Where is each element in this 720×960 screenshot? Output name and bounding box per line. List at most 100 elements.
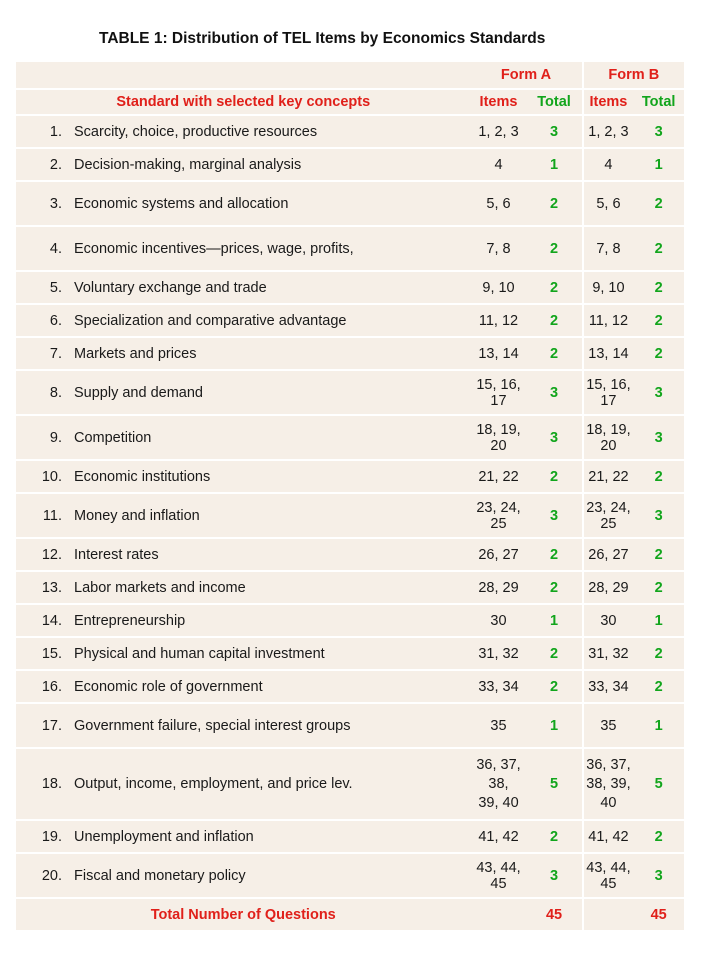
standard-cell: 15. Physical and human capital investment <box>16 637 471 671</box>
total-a-cell: 2 <box>526 337 583 371</box>
total-b-cell: 2 <box>633 670 684 704</box>
total-b-header: Total <box>633 89 684 116</box>
standard-number: 14. <box>41 612 62 629</box>
standard-label: Government failure, special interest gro… <box>74 717 351 734</box>
total-b-cell: 3 <box>633 115 684 149</box>
items-a-cell: 4 <box>470 148 527 182</box>
standard-label: Economic role of government <box>74 678 263 695</box>
items-b-cell: 31, 32 <box>581 637 634 671</box>
items-b-cell: 33, 34 <box>581 670 634 704</box>
items-a-cell: 13, 14 <box>470 337 527 371</box>
standard-cell: 9. Competition <box>16 415 471 461</box>
standard-label: Decision-making, marginal analysis <box>74 156 302 173</box>
total-b-cell: 3 <box>633 415 684 461</box>
items-a-cell: 30 <box>470 604 527 638</box>
items-a-cell: 28, 29 <box>470 571 527 605</box>
items-b-cell: 9, 10 <box>581 271 634 305</box>
standard-number: 6. <box>49 312 62 329</box>
items-b-cell: 26, 27 <box>581 538 634 572</box>
table-row: 11. Money and inflation 23, 24, 25 3 23, 24,… <box>16 493 684 539</box>
table-row: 15. Physical and human capital investment… <box>16 637 684 671</box>
standard-cell: 4. Economic incentives—prices, wage, prof… <box>16 226 471 272</box>
total-b-cell: 2 <box>633 226 684 272</box>
standard-label: Economic systems and allocation <box>74 195 289 212</box>
standard-label: Markets and prices <box>74 345 197 362</box>
table-row: 4. Economic incentives—prices, wage, prof… <box>16 226 684 272</box>
items-a-cell: 41, 42 <box>470 820 527 854</box>
standard-cell: 5. Voluntary exchange and trade <box>16 271 471 305</box>
items-b-cell: 28, 29 <box>581 571 634 605</box>
total-a-cell: 3 <box>526 493 583 539</box>
total-b-cell: 1 <box>633 703 684 749</box>
total-b-cell: 2 <box>633 460 684 494</box>
standard-number: 18. <box>41 776 62 792</box>
total-b-cell: 1 <box>633 148 684 182</box>
total-a-cell: 1 <box>526 703 583 749</box>
items-a-cell: 43, 44, 45 <box>470 853 527 899</box>
items-a-cell: 26, 27 <box>470 538 527 572</box>
standard-number: 2. <box>49 156 62 173</box>
standard-label: Economic incentives—prices, wage, profit… <box>74 240 354 257</box>
table-row: 1. Scarcity, choice, productive resources… <box>16 115 684 149</box>
distribution-table: Form A Form B Standard with selected key… <box>16 62 684 932</box>
total-a-cell: 1 <box>526 148 583 182</box>
standard-number: 16. <box>41 678 62 695</box>
total-a-cell: 2 <box>526 538 583 572</box>
total-b-cell: 3 <box>633 493 684 539</box>
items-a-cell: 33, 34 <box>470 670 527 704</box>
table-row: 5. Voluntary exchange and trade 9, 10 2 9, 1… <box>16 271 684 305</box>
items-b-cell: 5, 6 <box>581 181 634 227</box>
items-b-cell: 21, 22 <box>581 460 634 494</box>
items-a-cell: 23, 24, 25 <box>470 493 527 539</box>
items-b-cell: 30 <box>581 604 634 638</box>
items-b-cell: 15, 16, 17 <box>581 370 634 416</box>
standard-cell: 2. Decision-making, marginal analysis <box>16 148 471 182</box>
standard-number: 9. <box>49 429 62 446</box>
items-b-cell: 13, 14 <box>581 337 634 371</box>
standard-label: Labor markets and income <box>74 579 246 596</box>
items-b-cell: 11, 12 <box>581 304 634 338</box>
items-a-cell: 11, 12 <box>470 304 527 338</box>
total-b-cell: 2 <box>633 637 684 671</box>
table-row: 10. Economic institutions 21, 22 2 21, 22 2 <box>16 460 684 494</box>
total-a-cell: 1 <box>526 604 583 638</box>
standard-cell: 8. Supply and demand <box>16 370 471 416</box>
standard-cell: 1. Scarcity, choice, productive resources <box>16 115 471 149</box>
items-a-cell: 7, 8 <box>470 226 527 272</box>
items-a-cell: 21, 22 <box>470 460 527 494</box>
standard-number: 1. <box>49 123 62 140</box>
header-row-forms: Form A Form B <box>16 62 684 90</box>
standard-number: 13. <box>41 579 62 596</box>
standard-label: Entrepreneurship <box>74 612 186 629</box>
table-row: 17. Government failure, special interest … <box>16 703 684 749</box>
standard-number: 15. <box>41 645 62 662</box>
table-row: 18. Output, income, employment, and price… <box>16 748 684 821</box>
standard-number: 20. <box>41 867 62 884</box>
total-b-cell: 2 <box>633 820 684 854</box>
total-a-cell: 2 <box>526 460 583 494</box>
standard-cell: 18. Output, income, employment, and price… <box>16 748 471 821</box>
standard-label: Scarcity, choice, productive resources <box>74 123 318 140</box>
header-row-columns: Standard with selected key concepts Item… <box>16 89 684 116</box>
table-row: 16. Economic role of government 33, 34 2 33,… <box>16 670 684 704</box>
standard-number: 8. <box>49 384 62 401</box>
standard-cell: 6. Specialization and comparative advanta… <box>16 304 471 338</box>
standard-label: Interest rates <box>74 546 159 563</box>
total-a-cell: 2 <box>526 571 583 605</box>
items-b-line: 36, 37, <box>586 756 631 773</box>
total-b-cell: 2 <box>633 181 684 227</box>
form-b-header: Form B <box>581 62 684 90</box>
standard-number: 4. <box>49 240 62 257</box>
standard-column-header: Standard with selected key concepts <box>16 89 471 116</box>
standard-number: 17. <box>41 717 62 734</box>
standard-number: 19. <box>41 828 62 845</box>
table-row: 12. Interest rates 26, 27 2 26, 27 2 <box>16 538 684 572</box>
items-b-cell: 4 <box>581 148 634 182</box>
table-title: TABLE 1: Distribution of TEL Items by Ec… <box>99 30 546 47</box>
table-row: 13. Labor markets and income 28, 29 2 28, 29… <box>16 571 684 605</box>
table-row: 3. Economic systems and allocation 5, 6 2 5,… <box>16 181 684 227</box>
header-blank-cell <box>16 62 471 90</box>
total-b-cell: 2 <box>633 271 684 305</box>
items-a-line: 39, 40 <box>478 794 519 811</box>
standard-number: 12. <box>41 546 62 563</box>
